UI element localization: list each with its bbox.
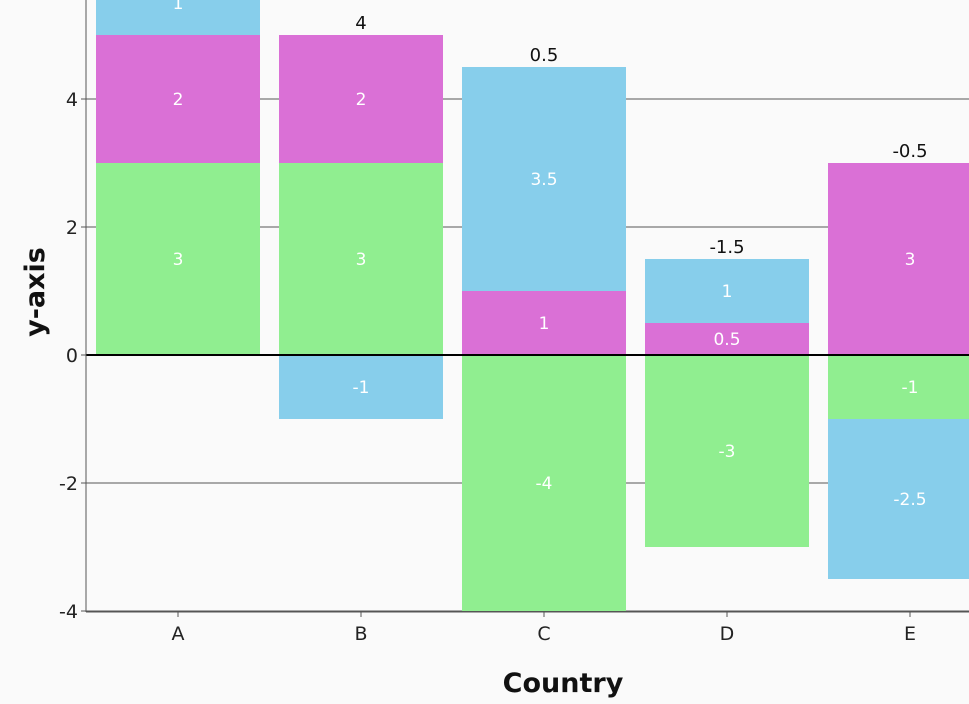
bar-segment — [645, 259, 809, 323]
bar-segment — [462, 67, 626, 291]
segment-value-label: -3 — [719, 442, 736, 462]
bar-segment — [828, 419, 969, 579]
x-tick-label: C — [537, 623, 550, 645]
bar-total-label: 0.5 — [530, 45, 559, 66]
y-axis-title: y-axis — [20, 247, 51, 337]
segment-value-label: 0.5 — [713, 330, 740, 350]
bar-segment — [279, 355, 443, 419]
bar-segment — [96, 163, 260, 355]
segment-value-label: 3 — [173, 250, 184, 270]
x-tick-label: A — [172, 623, 185, 645]
x-tick-label: D — [720, 623, 735, 645]
segment-value-label: 3.5 — [530, 170, 557, 190]
segment-value-label: 3 — [356, 250, 367, 270]
bar-segment — [462, 291, 626, 355]
y-tick-label: -4 — [59, 601, 78, 623]
segment-value-label: -1 — [353, 378, 370, 398]
bar-segment — [645, 355, 809, 547]
x-tick-label: E — [904, 623, 916, 645]
y-tick-label: 4 — [66, 89, 78, 111]
segment-value-label: 2 — [356, 90, 367, 110]
bar-segment — [96, 0, 260, 35]
segment-value-label: -4 — [536, 474, 553, 494]
bar-total-label: -0.5 — [892, 141, 927, 162]
bar-labels: 3 2 1 3 2 -1 4 -4 1 3.5 0.5 -3 0.5 1 -1.5 -1 3 -2.5 -0.5 — [173, 0, 928, 510]
y-tick-label: -2 — [59, 473, 78, 495]
bar-total-label: -1.5 — [709, 237, 744, 258]
bar-segment — [828, 355, 969, 419]
bar-segment — [96, 35, 260, 163]
segment-value-label: -2.5 — [893, 490, 926, 510]
segment-value-label: 1 — [722, 282, 733, 302]
segment-value-label: 3 — [905, 250, 916, 270]
bar-total-label: 4 — [355, 13, 366, 34]
x-axis-title: Country — [503, 668, 624, 699]
segment-value-label: 2 — [173, 90, 184, 110]
x-tick-label: B — [354, 623, 367, 645]
bar-segment — [645, 323, 809, 355]
segment-value-label: 1 — [173, 0, 184, 14]
bars — [96, 0, 969, 611]
axes: -4 -2 0 2 4 A B C D E — [59, 0, 969, 645]
bar-segment — [279, 35, 443, 163]
y-tick-label: 2 — [66, 217, 78, 239]
segment-value-label: 1 — [539, 314, 550, 334]
y-tick-label: 0 — [66, 345, 78, 367]
bar-segment — [279, 163, 443, 355]
bar-segment — [462, 355, 626, 611]
bar-segment — [828, 163, 969, 355]
segment-value-label: -1 — [902, 378, 919, 398]
